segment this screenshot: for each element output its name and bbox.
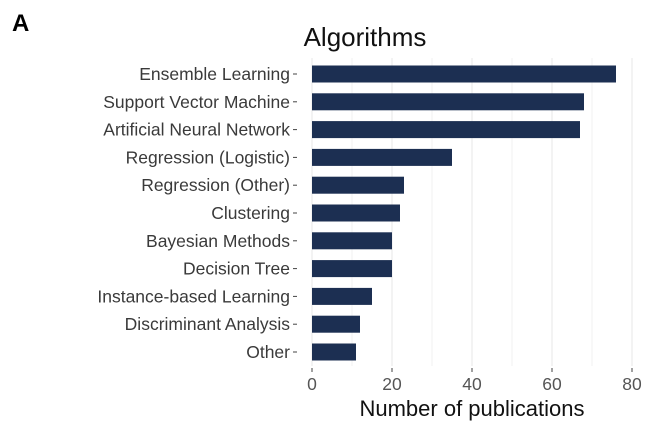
category-label: Discriminant Analysis <box>125 314 291 334</box>
x-tick-label: 40 <box>462 374 482 394</box>
bar <box>312 315 360 333</box>
bar <box>312 260 392 278</box>
bar <box>312 343 356 361</box>
bar <box>312 287 372 305</box>
category-label: Regression (Logistic) <box>126 147 290 167</box>
x-tick-label: 60 <box>542 374 562 394</box>
bar <box>312 148 452 166</box>
bar <box>312 93 584 111</box>
x-axis-label: Number of publications <box>359 396 584 421</box>
category-label: Clustering <box>211 203 290 223</box>
panel-label: A <box>12 10 30 37</box>
category-label: Instance-based Learning <box>97 286 290 306</box>
category-label: Other <box>246 342 290 362</box>
category-label: Support Vector Machine <box>103 92 290 112</box>
category-label: Ensemble Learning <box>139 64 290 84</box>
category-label: Regression (Other) <box>141 175 290 195</box>
bars <box>312 65 616 361</box>
bar <box>312 232 392 250</box>
bar <box>312 176 404 194</box>
x-tick-labels: 0 20 40 60 80 <box>307 368 642 394</box>
category-labels: Ensemble Learning Support Vector Machine A… <box>97 64 297 362</box>
category-label: Artificial Neural Network <box>103 120 290 140</box>
x-tick-label: 0 <box>307 374 317 394</box>
category-label: Decision Tree <box>183 259 290 279</box>
bar <box>312 65 616 83</box>
category-label: Bayesian Methods <box>146 231 290 251</box>
bar <box>312 204 400 222</box>
chart-title: Algorithms <box>304 22 427 52</box>
bar <box>312 121 580 139</box>
x-tick-label: 80 <box>622 374 642 394</box>
x-tick-label: 20 <box>382 374 402 394</box>
